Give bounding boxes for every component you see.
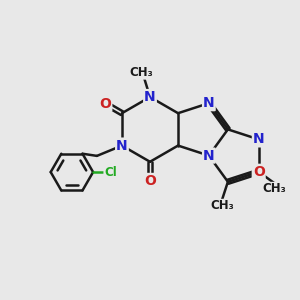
Text: CH₃: CH₃ (129, 66, 153, 79)
Text: N: N (203, 148, 215, 163)
Text: O: O (99, 97, 111, 111)
Text: N: N (144, 90, 156, 104)
Text: O: O (144, 174, 156, 188)
Text: N: N (253, 132, 265, 146)
Text: CH₃: CH₃ (262, 182, 286, 195)
Text: N: N (116, 139, 128, 153)
Text: O: O (253, 165, 265, 179)
Text: N: N (203, 96, 215, 110)
Text: CH₃: CH₃ (210, 200, 234, 212)
Text: Cl: Cl (104, 166, 117, 178)
